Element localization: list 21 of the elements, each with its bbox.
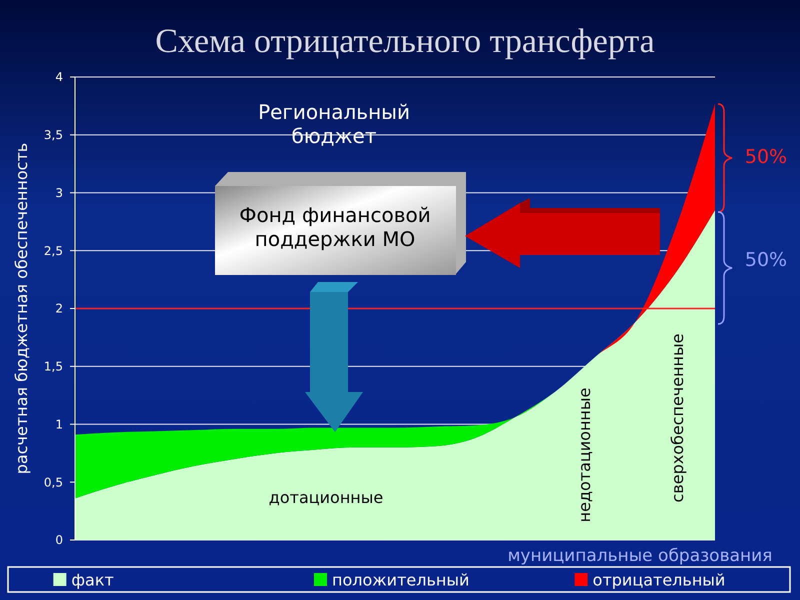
x-axis-title: муниципальные образования	[508, 546, 772, 566]
y-tick-label: 3	[55, 186, 63, 200]
annotation: дотационные	[268, 488, 384, 507]
legend-label: положительный	[332, 570, 470, 590]
legend-label: факт	[71, 570, 114, 590]
y-tick-label: 4	[55, 70, 63, 84]
chart-title: Схема отрицательного трансферта	[155, 23, 655, 60]
y-axis-title: расчетная бюджетная обеспеченность	[12, 142, 31, 474]
y-tick-label: 1	[55, 417, 63, 432]
y-tick-label: 0,5	[44, 475, 63, 490]
legend-label: отрицательный	[592, 570, 726, 590]
y-tick-label: 3,5	[44, 128, 63, 142]
y-tick-label: 2	[55, 302, 63, 316]
text: 50%	[744, 249, 788, 271]
annotation: Фонд финансовой поддержки МО	[239, 203, 431, 251]
text: 50%	[744, 146, 788, 168]
annotation: сверхобеспеченные	[668, 334, 687, 502]
y-tick-label: 1,5	[44, 360, 63, 374]
annotation: недотационные	[575, 388, 594, 522]
y-tick-label: 0	[55, 533, 63, 548]
y-tick-label: 2,5	[44, 244, 63, 258]
